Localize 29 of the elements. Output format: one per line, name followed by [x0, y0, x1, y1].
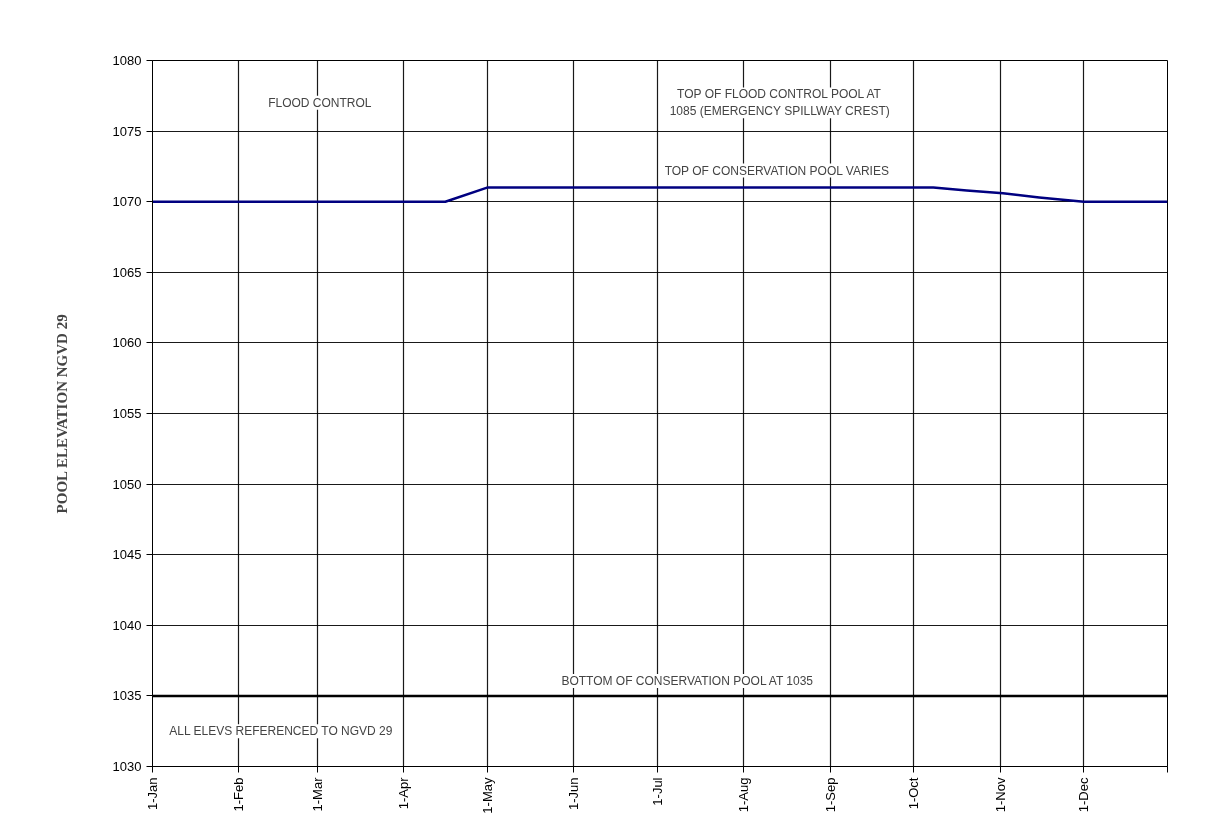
x-tick-label: 1-Jul [649, 777, 665, 806]
y-tick-label: 1055 [112, 406, 142, 421]
y-tick-label: 1065 [112, 264, 142, 280]
ref-line-label: BOTTOM OF CONSERVATION POOL AT 1035 [561, 673, 814, 688]
y-tick-label: 1045 [112, 547, 142, 563]
x-tick-label: 1-Jan [145, 777, 160, 811]
annotation: ALL ELEVS REFERENCED TO NGVD 29 [169, 724, 393, 739]
y-tick-label: 1030 [112, 759, 142, 774]
x-tick-label: 1-Sep [822, 777, 838, 813]
y-tick-label: 1080 [112, 53, 142, 68]
x-tick-label: 1-Aug [736, 777, 752, 813]
x-tick-label: 1-Dec [1076, 777, 1092, 813]
annotation: FLOOD CONTROL [268, 95, 372, 110]
x-tick-label: 1-Nov [992, 777, 1008, 813]
y-axis-title: POOL ELEVATION NGVD 29 [53, 314, 70, 514]
x-tick-label: 1-May [479, 777, 495, 814]
x-tick-label: 1-Apr [395, 776, 411, 810]
x-tick-label: 1-Feb [231, 777, 247, 812]
y-tick-label: 1035 [112, 688, 142, 704]
x-tick-label: 1-Jun [566, 777, 582, 811]
y-tick-label: 1070 [112, 194, 142, 210]
x-tick-label: 1-Oct [906, 777, 922, 810]
annotation: TOP OF FLOOD CONTROL POOL AT 1085 (EMERGENCY SPILLWAY CREST) [669, 87, 890, 119]
x-tick-label: 1-Mar [309, 776, 325, 812]
y-tick-label: 1075 [112, 123, 142, 139]
annotation: TOP OF CONSERVATION POOL VARIES [664, 163, 889, 178]
y-tick-label: 1060 [112, 335, 142, 351]
y-tick-label: 1050 [112, 476, 142, 492]
y-tick-label: 1040 [112, 617, 142, 633]
